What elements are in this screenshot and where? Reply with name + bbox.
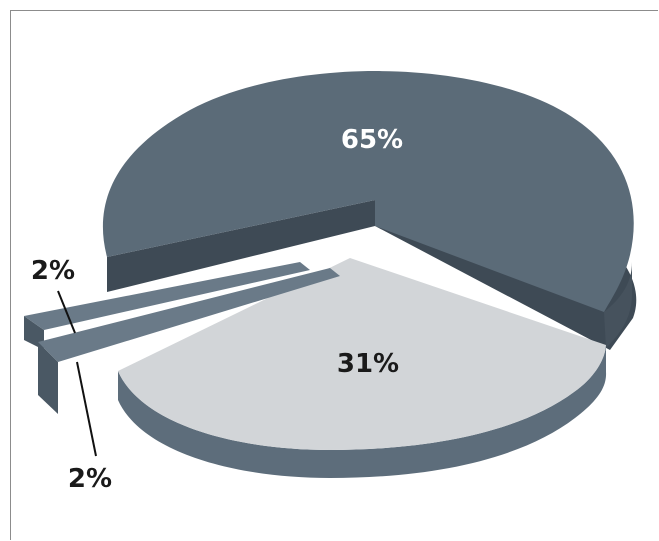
pie-slice-65 [102, 71, 637, 350]
data-label-2-upper: 2% [31, 256, 75, 286]
data-label-2-lower: 2% [68, 464, 112, 494]
pie-slice-65-top [102, 71, 634, 312]
pie-slice-65-outer-side [604, 262, 632, 348]
pie-slice-65-side [107, 200, 637, 350]
pie-slice-31-top [118, 258, 606, 450]
leader-line-2-upper [57, 290, 76, 334]
pie-slice-2-upper-top [24, 262, 310, 330]
pie-slice-2-lower-top [38, 268, 340, 362]
pie-slice-2-upper [24, 262, 310, 350]
pie-slice-2-lower [38, 268, 340, 414]
pie-slice-31 [118, 258, 607, 478]
pie-slice-2-upper-side [24, 316, 44, 350]
chart-frame [10, 10, 658, 540]
data-label-31: 31% [337, 349, 399, 379]
leader-line-2-lower [76, 361, 97, 457]
pie-slice-31-side [118, 345, 607, 478]
pie-slice-2-lower-side [38, 342, 58, 414]
data-label-65: 65% [341, 125, 403, 155]
